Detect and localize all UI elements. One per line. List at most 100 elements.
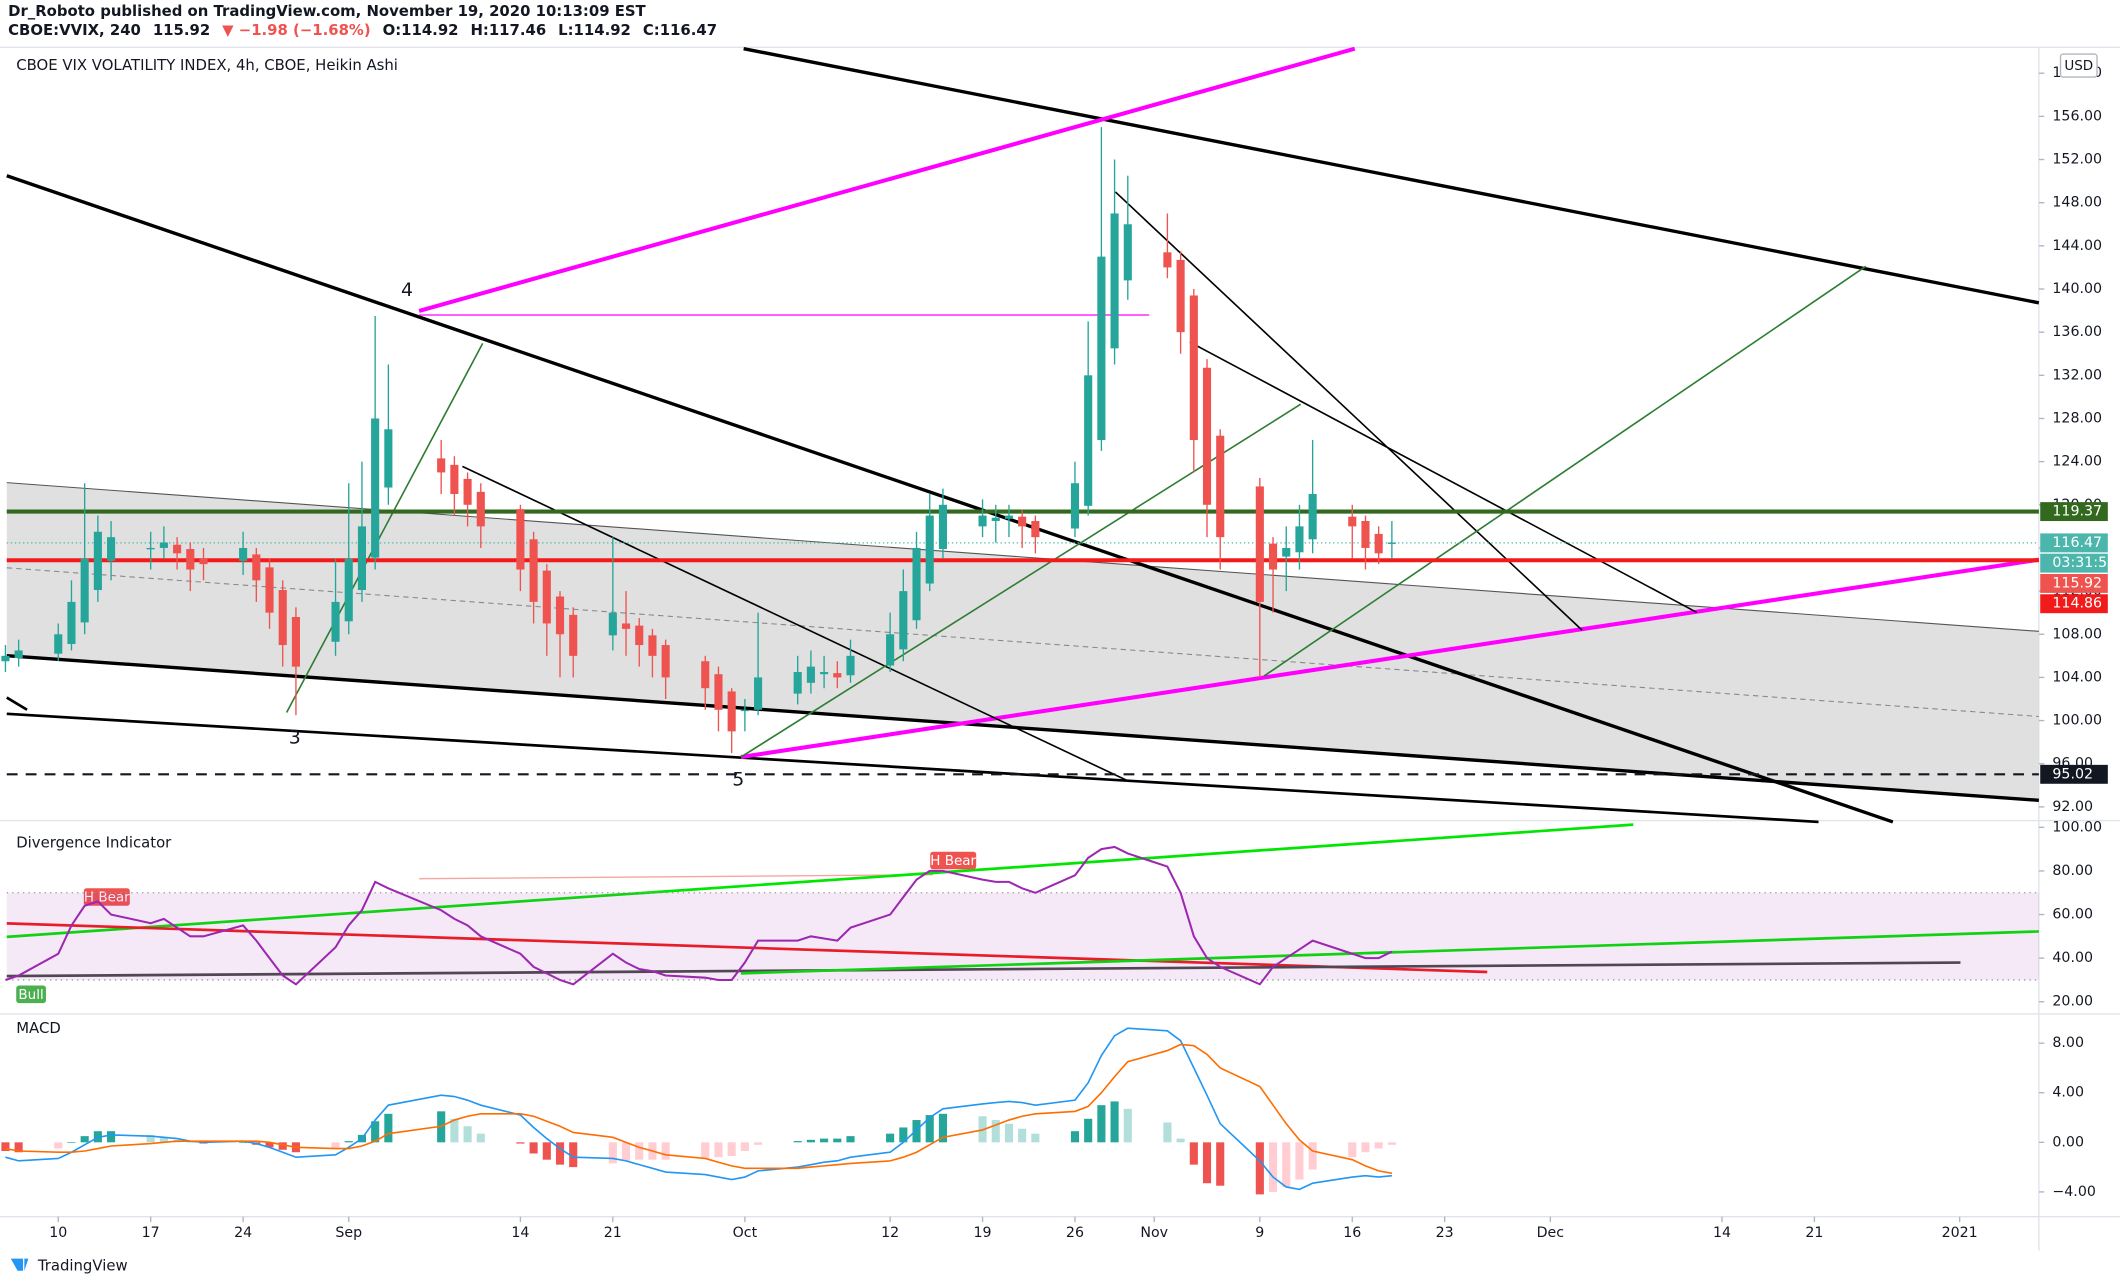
histogram-bar: [1308, 1142, 1317, 1170]
histogram-bar: [555, 1142, 565, 1165]
y-tick-label: 140.00: [2052, 281, 2102, 297]
candle-body: [1308, 494, 1317, 540]
candle-body: [516, 509, 525, 570]
candle-body: [1282, 547, 1291, 557]
trend-line: [418, 46, 1356, 313]
candle-body: [463, 478, 472, 505]
candle-body: [740, 709, 749, 712]
candle-body: [1189, 295, 1198, 441]
currency-box: [2059, 53, 2098, 78]
candle-body: [159, 542, 168, 548]
y-tick-label: 100.00: [2052, 819, 2102, 835]
candle-body: [1070, 483, 1080, 529]
logo-icon: [10, 1258, 29, 1271]
y-tick-label: 80.00: [2052, 863, 2093, 879]
wave-label: 3: [289, 727, 301, 749]
y-tick-label: 40.00: [2052, 950, 2093, 966]
candle-body: [1361, 520, 1370, 548]
div-line: [419, 873, 933, 880]
histogram-bar: [740, 1142, 749, 1152]
trend-line: [743, 47, 2040, 305]
candle-body: [371, 418, 380, 558]
x-tick-label: 19: [974, 1225, 992, 1241]
trend-line: [740, 557, 2040, 760]
candle-body: [173, 544, 182, 554]
histogram-bar: [569, 1142, 578, 1168]
y-tick-label: 100.00: [2052, 713, 2102, 729]
histogram-bar: [1018, 1128, 1027, 1143]
y-tick-label: 20.00: [2052, 994, 2093, 1010]
histogram-bar: [146, 1134, 155, 1143]
histogram-bar: [754, 1142, 763, 1145]
histogram-bar: [1110, 1101, 1119, 1143]
last: 115.92: [153, 21, 210, 39]
candle-body: [529, 539, 538, 602]
candle-body: [357, 526, 367, 591]
candle-body: [1, 655, 10, 662]
candle-body: [331, 601, 340, 642]
histogram-bar: [67, 1142, 76, 1144]
candle-body: [793, 672, 802, 694]
histogram-bar: [1084, 1118, 1093, 1143]
histogram-bar: [54, 1142, 63, 1149]
candle-body: [146, 547, 155, 550]
y-tick-label: −4.00: [2052, 1184, 2095, 1200]
price-label: 115.92: [2052, 575, 2102, 591]
candle-body: [437, 458, 446, 473]
y-tick-label: 128.00: [2052, 410, 2102, 426]
indicator-line: [5, 845, 1393, 986]
histogram-bar: [371, 1121, 380, 1143]
high: H:117.46: [470, 21, 546, 39]
y-tick-label: 108.00: [2052, 626, 2102, 642]
histogram-bar: [661, 1142, 670, 1160]
price-label-box: [2040, 553, 2108, 573]
histogram-bar: [159, 1137, 168, 1143]
trend-line: [285, 342, 484, 713]
histogram-bar: [331, 1142, 340, 1149]
histogram-bar: [938, 1113, 947, 1143]
candle-body: [1255, 486, 1264, 602]
histogram-bar: [344, 1141, 353, 1143]
histogram-bar: [1387, 1142, 1396, 1145]
x-tick-label: Dec: [1537, 1225, 1564, 1241]
candle-body: [1216, 435, 1225, 538]
histogram-bar: [1189, 1142, 1198, 1165]
histogram-bar: [186, 1142, 195, 1144]
histogram-bar: [635, 1142, 644, 1160]
histogram-bar: [476, 1133, 485, 1143]
histogram-bar: [846, 1136, 855, 1143]
y-tick-label: 124.00: [2052, 454, 2102, 470]
close: C:116.47: [643, 21, 717, 39]
histogram-bar: [1070, 1131, 1080, 1143]
x-tick-label: 9: [1255, 1225, 1264, 1241]
candle-body: [476, 491, 485, 527]
histogram-bar: [1348, 1142, 1357, 1158]
trend-line: [462, 465, 1130, 783]
candle-body: [1176, 259, 1185, 333]
publisher: Dr_Roboto published on TradingView.com, …: [8, 2, 646, 20]
histogram-bar: [1295, 1142, 1304, 1180]
x-tick-label: 17: [142, 1225, 160, 1241]
candle-body: [239, 547, 248, 561]
candle-body: [701, 661, 710, 689]
x-tick-label: 26: [1066, 1225, 1084, 1241]
histogram-bar: [80, 1136, 89, 1143]
price-label-box: [2040, 764, 2108, 784]
histogram-bar: [1202, 1142, 1212, 1184]
candle-body: [1268, 543, 1278, 570]
trend-line: [1189, 341, 1698, 614]
candle-body: [1084, 375, 1093, 506]
candle-body: [384, 429, 393, 488]
x-tick-label: 24: [234, 1225, 252, 1241]
x-tick-label: 21: [1805, 1225, 1823, 1241]
y-tick-label: 60.00: [2052, 907, 2093, 923]
histogram-bar: [912, 1120, 921, 1143]
histogram-bar: [1282, 1142, 1291, 1187]
candle-body: [1031, 520, 1040, 538]
price-label-box: [2040, 502, 2108, 522]
price-label: 95.02: [2052, 766, 2093, 782]
plot-layer: 92.0096.00100.00104.00108.00112.00116.00…: [1, 65, 2116, 1241]
trend-line: [1114, 191, 1583, 631]
